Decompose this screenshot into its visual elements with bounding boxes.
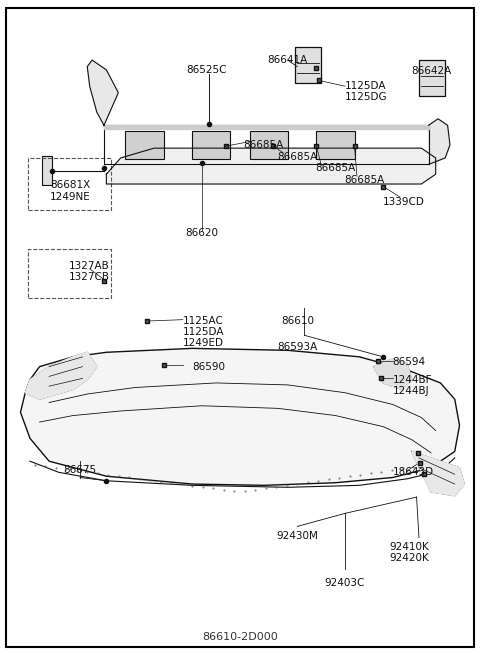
Text: 1327AB: 1327AB bbox=[69, 261, 110, 271]
Text: 86685A: 86685A bbox=[244, 140, 284, 150]
Polygon shape bbox=[412, 451, 464, 496]
Bar bbox=[192, 130, 230, 159]
Text: 1339CD: 1339CD bbox=[383, 196, 425, 206]
Bar bbox=[316, 130, 355, 159]
Text: 1249NE: 1249NE bbox=[50, 192, 91, 202]
Text: 1125DA: 1125DA bbox=[345, 81, 386, 91]
Bar bbox=[42, 156, 52, 185]
Text: 86685A: 86685A bbox=[315, 163, 356, 174]
Text: 86681X: 86681X bbox=[50, 180, 91, 191]
Text: 86593A: 86593A bbox=[277, 342, 317, 352]
Bar bbox=[125, 130, 164, 159]
Text: 86685A: 86685A bbox=[277, 151, 317, 162]
Bar bbox=[295, 47, 321, 83]
Bar bbox=[250, 130, 288, 159]
Text: 86641A: 86641A bbox=[267, 55, 308, 65]
Text: 1249ED: 1249ED bbox=[183, 338, 224, 348]
Polygon shape bbox=[429, 119, 450, 164]
Polygon shape bbox=[21, 348, 459, 485]
Text: 86525C: 86525C bbox=[186, 65, 227, 75]
Bar bbox=[419, 60, 445, 96]
Text: 86590: 86590 bbox=[192, 362, 225, 371]
Text: 86610: 86610 bbox=[281, 316, 314, 326]
Polygon shape bbox=[87, 60, 118, 125]
Text: 1244BJ: 1244BJ bbox=[393, 386, 429, 396]
Text: 1125AC: 1125AC bbox=[183, 316, 224, 326]
Text: 1327CB: 1327CB bbox=[69, 272, 110, 282]
Text: 86610-2D000: 86610-2D000 bbox=[202, 632, 278, 643]
Bar bbox=[28, 158, 111, 210]
Text: 92410K: 92410K bbox=[390, 542, 429, 552]
Text: 1125DA: 1125DA bbox=[183, 327, 224, 337]
Polygon shape bbox=[25, 352, 97, 400]
Text: 92430M: 92430M bbox=[276, 531, 318, 541]
Text: 1125DG: 1125DG bbox=[345, 92, 388, 102]
Text: 18643D: 18643D bbox=[393, 467, 434, 477]
Text: 1244BF: 1244BF bbox=[393, 375, 432, 384]
Text: 86620: 86620 bbox=[185, 228, 218, 238]
Text: 86675: 86675 bbox=[63, 464, 96, 475]
Text: 86685A: 86685A bbox=[344, 175, 384, 185]
Text: 92420K: 92420K bbox=[390, 553, 429, 563]
Polygon shape bbox=[107, 148, 436, 184]
Text: 86642A: 86642A bbox=[411, 66, 451, 76]
Polygon shape bbox=[104, 125, 429, 128]
Bar bbox=[28, 250, 111, 298]
Text: 92403C: 92403C bbox=[325, 578, 365, 588]
Text: 86594: 86594 bbox=[393, 357, 426, 367]
Polygon shape bbox=[373, 359, 412, 390]
